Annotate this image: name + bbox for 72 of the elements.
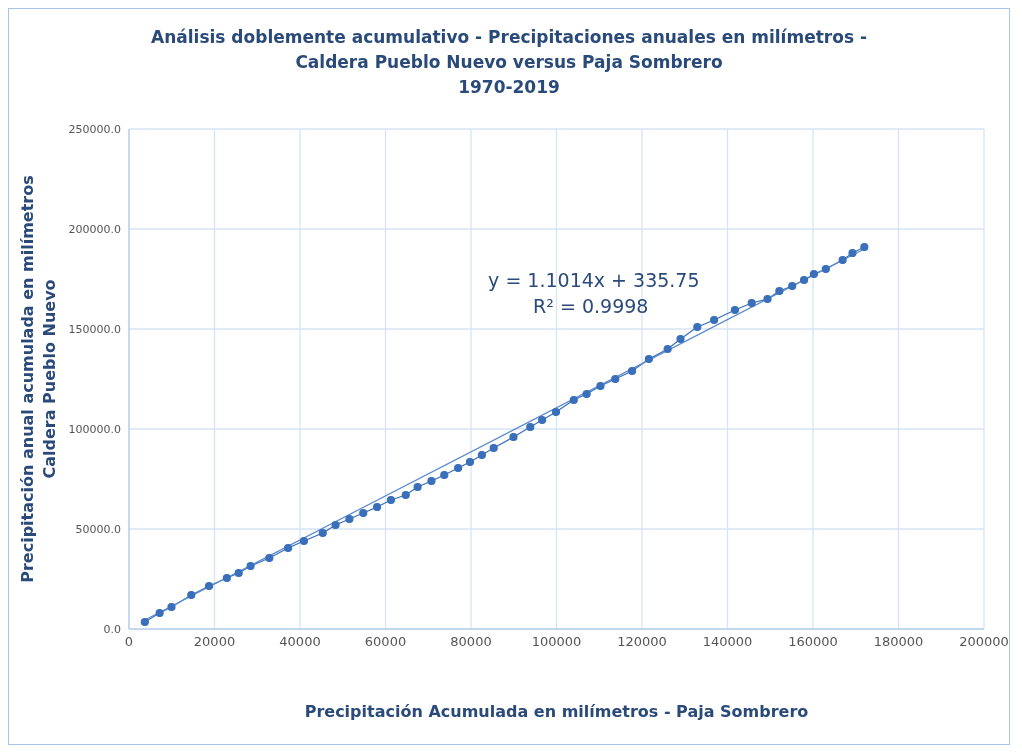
point [710, 315, 719, 325]
point [788, 281, 797, 291]
point [693, 322, 702, 332]
point [187, 590, 196, 600]
annotation: R² = 0.9998 [533, 295, 649, 317]
point [222, 573, 231, 583]
x-tick-label: 80000 [450, 634, 492, 650]
x-tick-label: 20000 [193, 634, 236, 650]
point [509, 432, 518, 442]
point [489, 443, 498, 453]
y-tick-label: 50000.0 [75, 522, 121, 536]
point [627, 366, 637, 376]
point [440, 470, 449, 480]
point [427, 476, 436, 486]
y-tick-label: 100000.0 [68, 422, 121, 436]
point [763, 294, 772, 304]
point [246, 561, 255, 571]
x-axis-title: Precipitación Acumulada en milímetros - Paja Sombrero [303, 702, 810, 721]
y-tick-label: 0.0 [103, 622, 121, 636]
point [551, 407, 561, 417]
x-tick-label: 60000 [364, 634, 407, 650]
point [538, 415, 547, 425]
point [730, 305, 739, 315]
point [331, 520, 340, 530]
point [775, 286, 784, 296]
point [465, 457, 475, 467]
point [265, 553, 274, 563]
point [582, 389, 591, 399]
point [477, 450, 486, 460]
point [359, 508, 368, 518]
chart-title: Análisis doblemente acumulativo - Precipitaciones anuales en milímetros - Caldera Pueblo Nuevo versus Paja Sombrero 1970-2019 [150, 26, 868, 99]
point [676, 334, 685, 344]
point [799, 275, 809, 285]
point [569, 395, 578, 405]
point [204, 581, 214, 591]
point [526, 422, 535, 432]
point [860, 242, 869, 252]
point [167, 602, 176, 612]
x-tick-label: 0 [124, 634, 134, 650]
x-tick-label: 160000 [788, 634, 838, 650]
point [454, 463, 463, 473]
point [644, 354, 653, 364]
point [838, 255, 847, 265]
point [299, 536, 309, 546]
point [155, 608, 164, 618]
y-tick-label: 250000.0 [68, 122, 121, 136]
x-tick-label: 120000 [617, 634, 667, 650]
y-axis-title: Precipitación anual acumulada en milímetros Caldera Pueblo Nuevo [18, 175, 59, 583]
x-tick-label: 200000 [959, 634, 1009, 650]
y-tick-label: 150000.0 [68, 322, 121, 336]
x-tick-label: 180000 [873, 634, 924, 650]
point [663, 344, 672, 354]
point [848, 248, 857, 258]
point [809, 269, 819, 279]
point [234, 568, 243, 578]
point [611, 374, 620, 384]
point [140, 617, 149, 627]
y-tick-label: 200000.0 [68, 222, 121, 236]
x-tick-label: 40000 [279, 634, 321, 650]
annotation: y = 1.1014x + 335.75 [488, 269, 700, 291]
point [596, 381, 605, 391]
point [318, 528, 327, 538]
point [413, 482, 422, 492]
point [372, 502, 382, 512]
x-tick-label: 140000 [702, 634, 753, 650]
point [386, 495, 396, 505]
point [747, 298, 756, 308]
point [401, 490, 410, 500]
point [284, 543, 293, 553]
point [345, 514, 354, 524]
point [821, 264, 830, 274]
x-tick-label: 100000 [531, 634, 582, 650]
